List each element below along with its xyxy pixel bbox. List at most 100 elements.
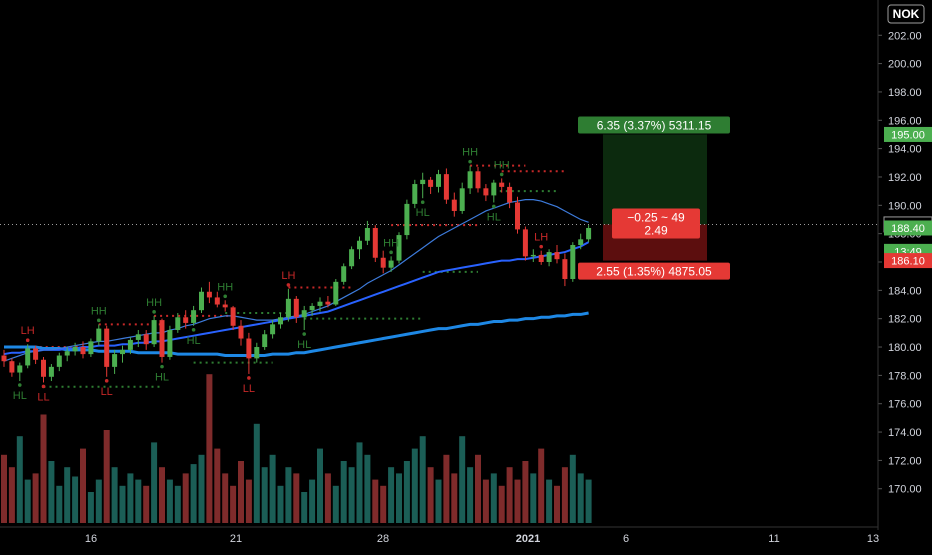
candle-body[interactable] [238, 325, 244, 339]
candle-body[interactable] [443, 174, 449, 200]
candle-body[interactable] [499, 182, 505, 187]
candle-body[interactable] [515, 202, 520, 230]
candle-body[interactable] [428, 179, 434, 187]
candle-body[interactable] [72, 347, 78, 352]
candle-body[interactable] [341, 266, 347, 282]
candle-body[interactable] [127, 339, 133, 350]
x-tick-label: 13 [867, 533, 879, 545]
candle-body[interactable] [104, 328, 110, 367]
volume-bar [356, 442, 363, 523]
candle-body[interactable] [483, 188, 489, 196]
candle-body[interactable] [246, 338, 252, 359]
candle-body[interactable] [507, 186, 513, 203]
candle-body[interactable] [546, 252, 552, 262]
volume-bar [127, 473, 134, 523]
candle-body[interactable] [262, 334, 268, 348]
volume-bar [198, 454, 205, 523]
candle-body[interactable] [491, 182, 497, 196]
structure-label: LH [21, 325, 35, 337]
candle-body[interactable] [96, 328, 102, 342]
candle-body[interactable] [586, 227, 592, 240]
symbol-badge-label: NOK [893, 7, 920, 21]
candle-body[interactable] [48, 366, 54, 377]
candle-body[interactable] [199, 291, 204, 311]
candle-body[interactable] [459, 188, 465, 211]
candle-body[interactable] [317, 301, 323, 306]
candle-body[interactable] [364, 227, 370, 241]
candle-body[interactable] [56, 355, 62, 367]
candle-body[interactable] [230, 307, 236, 326]
candle-body[interactable] [530, 254, 536, 257]
candle-body[interactable] [151, 320, 157, 345]
candle-body[interactable] [80, 347, 86, 355]
candle-body[interactable] [412, 184, 418, 204]
y-tick-label: 196.00 [888, 115, 922, 127]
candle-body[interactable] [25, 348, 31, 366]
volume-bar [32, 473, 39, 523]
candle-body[interactable] [191, 310, 197, 323]
candle-body[interactable] [206, 291, 212, 298]
candle-body[interactable] [372, 227, 378, 258]
candle-body[interactable] [167, 330, 173, 357]
candle-body[interactable] [554, 252, 560, 260]
candle-body[interactable] [159, 320, 165, 357]
candle-body[interactable] [64, 351, 70, 356]
structure-marker [104, 378, 109, 383]
volume-bar [253, 423, 260, 523]
price-tag [884, 220, 932, 236]
position-labels: 6.35 (3.37%) 5311.15 −0.25 ~ 492.49 2.55 (… [578, 116, 730, 280]
candle-body[interactable] [293, 298, 299, 318]
candle-body[interactable] [175, 317, 181, 331]
volume-bar [317, 448, 323, 523]
candle-body[interactable] [578, 239, 584, 245]
candle-body[interactable] [254, 347, 260, 359]
candle-body[interactable] [325, 301, 331, 305]
candle-body[interactable] [9, 361, 15, 373]
candle-body[interactable] [183, 317, 189, 323]
candle-body[interactable] [143, 334, 149, 345]
candle-body[interactable] [467, 171, 473, 189]
candle-body[interactable] [420, 179, 426, 185]
candle-body[interactable] [120, 349, 125, 355]
symbol-badge[interactable]: NOK [887, 4, 925, 24]
volume-bar [40, 414, 47, 523]
candle-body[interactable] [396, 235, 402, 261]
candle-body[interactable] [1, 355, 7, 362]
candle-body[interactable] [349, 249, 355, 267]
candle-body[interactable] [388, 260, 394, 268]
candle-body[interactable] [278, 317, 283, 325]
candle-body[interactable] [33, 348, 39, 360]
candle-body[interactable] [333, 281, 339, 305]
candle-body[interactable] [270, 324, 276, 335]
volume-bar [80, 448, 86, 523]
candle-body[interactable] [214, 297, 220, 305]
candle-body[interactable] [451, 199, 457, 211]
structure-marker [41, 384, 46, 389]
candle-body[interactable] [522, 229, 528, 257]
candle-body[interactable] [570, 244, 576, 280]
y-tick-label: 184.00 [888, 285, 922, 297]
candle-body[interactable] [135, 334, 141, 340]
x-tick-label: 6 [623, 533, 629, 545]
candle-body[interactable] [357, 240, 362, 250]
candle-body[interactable] [562, 259, 568, 280]
candle-body[interactable] [436, 174, 441, 187]
candle-body[interactable] [380, 257, 386, 268]
candle-body[interactable] [41, 359, 46, 377]
candle-body[interactable] [17, 365, 23, 373]
candle-body[interactable] [538, 254, 544, 262]
candle-body[interactable] [475, 171, 481, 189]
candle-body[interactable] [88, 341, 94, 355]
candle-body[interactable] [301, 310, 307, 318]
candle-body[interactable] [309, 305, 315, 311]
structure-marker [223, 294, 227, 299]
stop-label-box [578, 262, 730, 280]
volume-bar [87, 492, 94, 523]
candle-body[interactable] [285, 298, 291, 318]
candle-body[interactable] [404, 203, 410, 236]
candle-body[interactable] [112, 354, 118, 367]
volume-bar [403, 461, 410, 523]
candle-body[interactable] [222, 304, 228, 308]
